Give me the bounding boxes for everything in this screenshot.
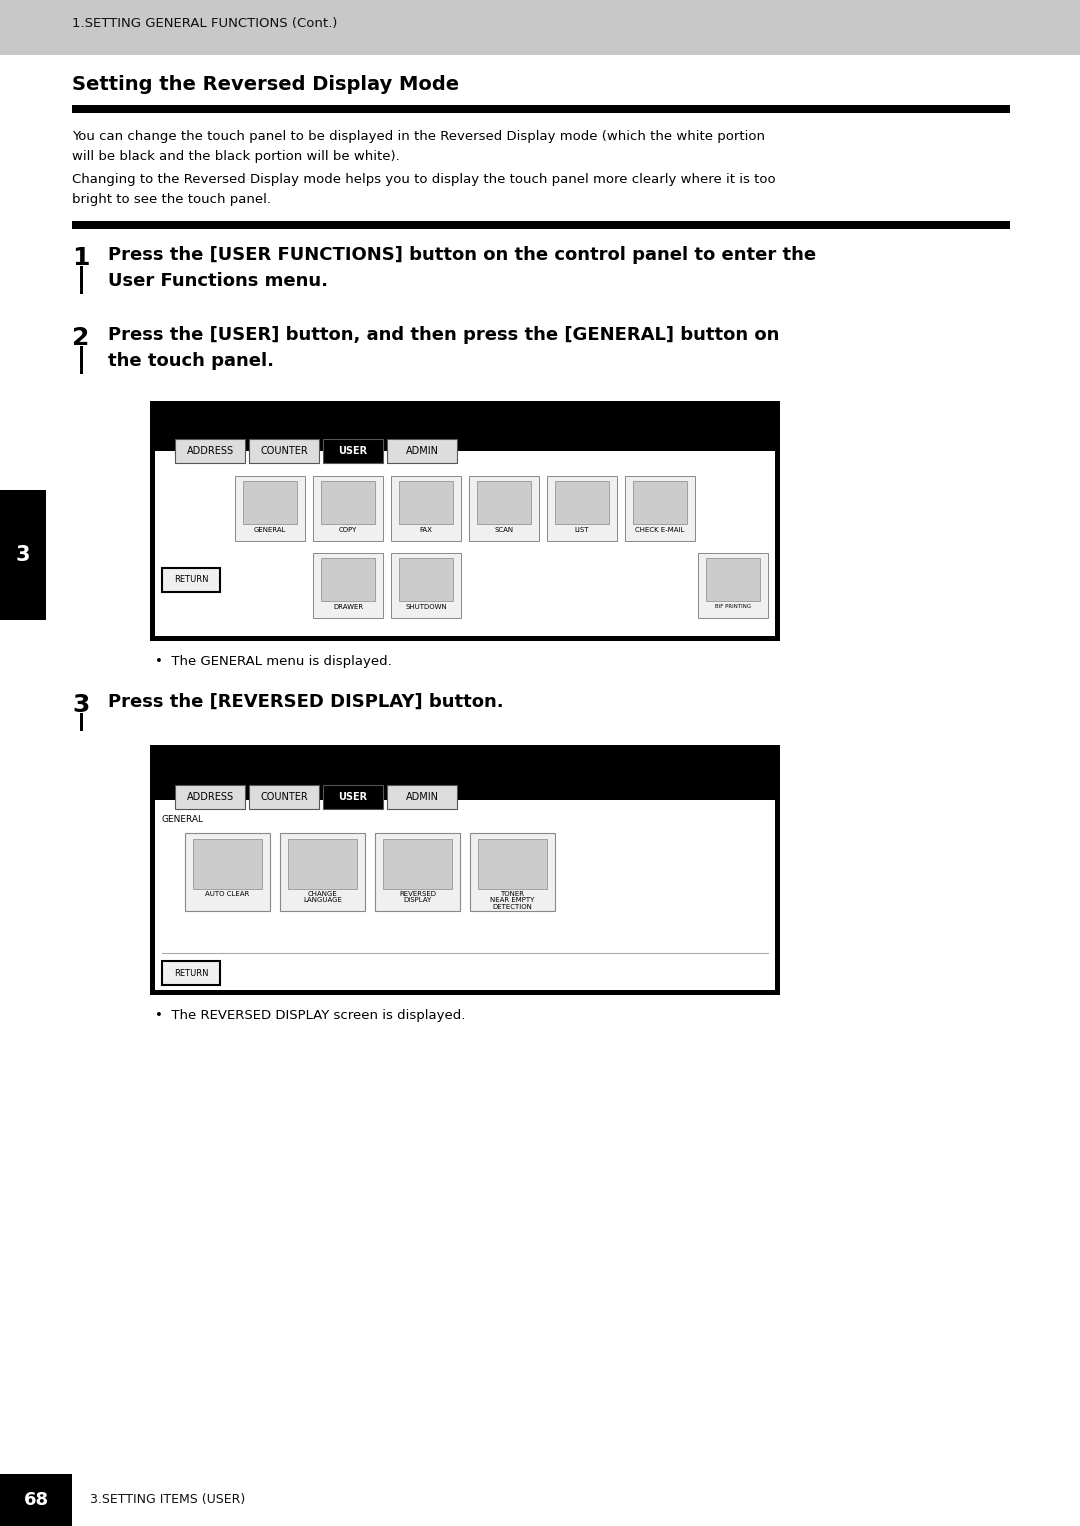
Bar xyxy=(323,784,383,809)
Bar xyxy=(150,745,780,995)
Text: GENERAL: GENERAL xyxy=(254,526,286,533)
Text: Press the [REVERSED DISPLAY] button.: Press the [REVERSED DISPLAY] button. xyxy=(108,693,503,711)
Bar xyxy=(313,476,383,542)
Bar xyxy=(555,481,609,523)
Text: CHANGE
LANGUAGE: CHANGE LANGUAGE xyxy=(303,891,342,903)
Bar xyxy=(625,476,696,542)
Bar xyxy=(185,833,270,911)
Bar xyxy=(469,476,539,542)
Bar xyxy=(72,105,1010,113)
Bar xyxy=(162,568,220,592)
Text: USER: USER xyxy=(338,792,367,803)
Bar xyxy=(387,784,457,809)
Text: ADDRESS: ADDRESS xyxy=(187,792,233,803)
Bar xyxy=(321,481,375,523)
Text: COPY: COPY xyxy=(339,526,357,533)
Bar xyxy=(399,559,453,601)
Bar xyxy=(249,439,319,462)
Bar xyxy=(546,476,617,542)
Bar xyxy=(323,439,383,462)
Bar xyxy=(0,490,46,620)
Text: 1.SETTING GENERAL FUNCTIONS (Cont.): 1.SETTING GENERAL FUNCTIONS (Cont.) xyxy=(72,17,337,31)
Bar xyxy=(313,552,383,618)
Bar xyxy=(156,406,775,636)
Bar xyxy=(156,406,775,452)
Bar xyxy=(399,481,453,523)
Bar xyxy=(175,784,245,809)
Text: ADMIN: ADMIN xyxy=(405,792,438,803)
Bar xyxy=(280,833,365,911)
Text: You can change the touch panel to be displayed in the Reversed Display mode (whi: You can change the touch panel to be dis… xyxy=(72,130,765,143)
Bar xyxy=(162,961,220,984)
Bar xyxy=(193,839,262,890)
Text: BIF PRINTING: BIF PRINTING xyxy=(715,604,751,609)
Text: ADMIN: ADMIN xyxy=(405,446,438,456)
Bar xyxy=(0,0,1080,55)
Bar xyxy=(243,481,297,523)
Text: will be black and the black portion will be white).: will be black and the black portion will… xyxy=(72,150,400,163)
Bar xyxy=(706,559,760,601)
Text: ADDRESS: ADDRESS xyxy=(187,446,233,456)
Text: •  The GENERAL menu is displayed.: • The GENERAL menu is displayed. xyxy=(156,655,392,668)
Text: FAX: FAX xyxy=(419,526,432,533)
Text: 2: 2 xyxy=(72,327,90,349)
Bar xyxy=(698,552,768,618)
Bar xyxy=(383,839,453,890)
Bar xyxy=(72,221,1010,229)
Text: bright to see the touch panel.: bright to see the touch panel. xyxy=(72,192,271,206)
Bar xyxy=(156,749,775,800)
Bar xyxy=(235,476,305,542)
Text: COUNTER: COUNTER xyxy=(260,792,308,803)
Bar xyxy=(150,401,780,641)
Text: RETURN: RETURN xyxy=(174,575,208,584)
Bar xyxy=(80,713,83,731)
Text: 68: 68 xyxy=(24,1491,49,1509)
Bar xyxy=(80,266,83,295)
Text: SCAN: SCAN xyxy=(495,526,514,533)
Bar xyxy=(249,784,319,809)
Bar xyxy=(288,839,357,890)
Text: 3: 3 xyxy=(16,545,30,565)
Text: REVERSED
DISPLAY: REVERSED DISPLAY xyxy=(399,891,436,903)
Bar xyxy=(375,833,460,911)
Bar xyxy=(470,833,555,911)
Text: 1: 1 xyxy=(72,246,90,270)
Bar xyxy=(175,439,245,462)
Bar xyxy=(156,749,775,990)
Bar xyxy=(391,552,461,618)
Text: •  The REVERSED DISPLAY screen is displayed.: • The REVERSED DISPLAY screen is display… xyxy=(156,1009,465,1022)
Text: AUTO CLEAR: AUTO CLEAR xyxy=(205,891,249,897)
Text: CHECK E-MAIL: CHECK E-MAIL xyxy=(635,526,685,533)
Text: USER: USER xyxy=(338,446,367,456)
Bar xyxy=(387,439,457,462)
Bar xyxy=(0,1474,72,1526)
Bar xyxy=(80,346,83,374)
Text: SHUTDOWN: SHUTDOWN xyxy=(405,604,447,610)
Text: 3.SETTING ITEMS (USER): 3.SETTING ITEMS (USER) xyxy=(90,1494,245,1506)
Text: the touch panel.: the touch panel. xyxy=(108,353,274,369)
Text: TONER
NEAR EMPTY
DETECTION: TONER NEAR EMPTY DETECTION xyxy=(490,891,535,909)
Bar xyxy=(478,839,546,890)
Text: LIST: LIST xyxy=(575,526,590,533)
Text: Press the [USER] button, and then press the [GENERAL] button on: Press the [USER] button, and then press … xyxy=(108,327,780,343)
Text: GENERAL: GENERAL xyxy=(162,815,204,824)
Text: COUNTER: COUNTER xyxy=(260,446,308,456)
Bar xyxy=(633,481,687,523)
Bar xyxy=(477,481,531,523)
Text: RETURN: RETURN xyxy=(174,969,208,978)
Bar xyxy=(321,559,375,601)
Text: Press the [USER FUNCTIONS] button on the control panel to enter the: Press the [USER FUNCTIONS] button on the… xyxy=(108,246,816,264)
Text: Setting the Reversed Display Mode: Setting the Reversed Display Mode xyxy=(72,75,459,95)
Bar xyxy=(391,476,461,542)
Text: DRAWER: DRAWER xyxy=(333,604,363,610)
Text: 3: 3 xyxy=(72,693,90,717)
Bar xyxy=(0,1474,1080,1526)
Text: User Functions menu.: User Functions menu. xyxy=(108,272,328,290)
Text: Changing to the Reversed Display mode helps you to display the touch panel more : Changing to the Reversed Display mode he… xyxy=(72,172,775,186)
